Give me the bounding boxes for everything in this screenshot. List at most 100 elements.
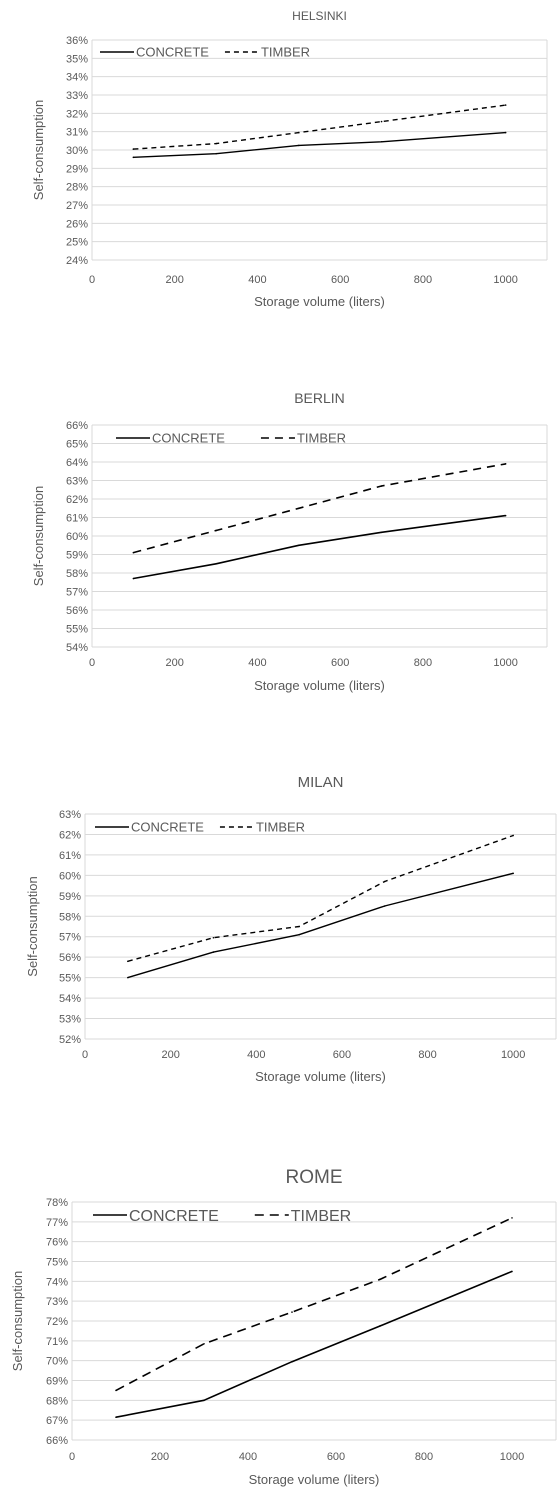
x-tick-label: 1000 bbox=[501, 1049, 525, 1061]
y-tick-label: 61% bbox=[59, 850, 81, 862]
y-tick-label: 62% bbox=[59, 829, 81, 841]
y-tick-label: 69% bbox=[46, 1376, 68, 1388]
data-point-timber bbox=[379, 1278, 381, 1281]
x-tick-label: 600 bbox=[331, 274, 349, 286]
x-tick-label: 0 bbox=[89, 657, 95, 669]
y-tick-label: 71% bbox=[46, 1336, 68, 1348]
x-tick-label: 0 bbox=[82, 1049, 88, 1061]
x-tick-label: 600 bbox=[333, 1049, 351, 1061]
y-tick-label: 64% bbox=[66, 457, 88, 469]
x-tick-label: 0 bbox=[89, 274, 95, 286]
data-point-timber bbox=[291, 1311, 293, 1313]
data-point-timber bbox=[132, 148, 135, 150]
x-tick-label: 800 bbox=[418, 1049, 436, 1061]
series-line-timber bbox=[115, 1217, 513, 1392]
y-tick-label: 72% bbox=[46, 1316, 68, 1328]
y-axis-label: Self-consumption bbox=[25, 876, 40, 976]
y-tick-label: 66% bbox=[46, 1435, 68, 1447]
y-tick-label: 36% bbox=[66, 35, 88, 47]
data-point-concrete bbox=[127, 976, 129, 979]
y-tick-label: 57% bbox=[66, 587, 88, 599]
data-point-concrete bbox=[291, 1360, 293, 1363]
chart-helsinki: HELSINKI 24% 25% 26% 27% 28% 29% 30% 31% 32% 33% 34… bbox=[31, 9, 548, 309]
y-tick-label: 61% bbox=[66, 513, 88, 525]
data-point-concrete bbox=[379, 1325, 381, 1327]
series-line-concrete bbox=[115, 1270, 513, 1418]
data-point-timber bbox=[298, 507, 300, 510]
y-axis-label: Self-consumption bbox=[31, 486, 46, 586]
x-tick-label: 600 bbox=[327, 1451, 345, 1463]
data-point-timber bbox=[380, 485, 383, 487]
x-tick-label: 800 bbox=[414, 657, 432, 669]
y-tick-label: 67% bbox=[46, 1415, 68, 1427]
legend-label-timber: TIMBER bbox=[291, 1208, 351, 1225]
data-point-concrete bbox=[132, 156, 135, 159]
y-tick-label: 55% bbox=[66, 624, 88, 636]
x-axis-label: Storage volume (liters) bbox=[249, 1472, 380, 1487]
chart-rome: ROME 66% 67% 68% 69% 70% 71% 72% 73% 74% 75% 76% 77%… bbox=[10, 1167, 557, 1487]
y-tick-label: 75% bbox=[46, 1257, 68, 1269]
x-tick-label: 400 bbox=[248, 657, 266, 669]
data-point-timber bbox=[115, 1389, 117, 1392]
y-tick-label: 54% bbox=[66, 642, 88, 654]
y-tick-label: 66% bbox=[66, 420, 88, 432]
chart-title: ROME bbox=[286, 1167, 343, 1188]
chart-title: BERLIN bbox=[294, 390, 345, 406]
x-tick-label: 400 bbox=[248, 274, 266, 286]
y-tick-label: 25% bbox=[66, 237, 88, 249]
y-tick-label: 63% bbox=[66, 476, 88, 488]
series-line-concrete bbox=[127, 872, 514, 979]
y-tick-label: 70% bbox=[46, 1356, 68, 1368]
x-tick-label: 200 bbox=[166, 274, 184, 286]
data-point-timber bbox=[383, 880, 386, 883]
x-tick-label: 400 bbox=[239, 1451, 257, 1463]
data-point-concrete bbox=[504, 131, 507, 134]
y-tick-label: 57% bbox=[59, 932, 81, 944]
legend-label-timber: TIMBER bbox=[297, 431, 346, 446]
series-line-timber bbox=[127, 834, 514, 962]
series-line-timber bbox=[133, 104, 506, 150]
data-point-concrete bbox=[298, 544, 300, 547]
chart-title: HELSINKI bbox=[292, 9, 347, 23]
y-tick-label: 28% bbox=[66, 182, 88, 194]
series-line-concrete bbox=[133, 514, 506, 580]
y-tick-label: 52% bbox=[59, 1034, 81, 1046]
x-tick-label: 200 bbox=[166, 657, 184, 669]
y-axis-label: Self-consumption bbox=[10, 1271, 25, 1371]
y-tick-label: 74% bbox=[46, 1276, 68, 1288]
x-axis-label: Storage volume (liters) bbox=[254, 678, 385, 693]
y-tick-label: 26% bbox=[66, 218, 88, 230]
y-tick-label: 76% bbox=[46, 1237, 68, 1249]
data-point-timber bbox=[203, 1343, 205, 1345]
y-tick-label: 73% bbox=[46, 1296, 68, 1308]
data-point-concrete bbox=[380, 140, 383, 143]
x-tick-label: 1000 bbox=[493, 657, 517, 669]
data-point-timber bbox=[504, 463, 507, 465]
y-tick-label: 27% bbox=[66, 200, 88, 212]
y-tick-label: 33% bbox=[66, 90, 88, 102]
legend-label-concrete: CONCRETE bbox=[152, 431, 225, 446]
legend-label-timber: TIMBER bbox=[261, 45, 310, 60]
y-tick-label: 53% bbox=[59, 1014, 81, 1026]
y-tick-label: 63% bbox=[59, 809, 81, 821]
x-tick-label: 0 bbox=[69, 1451, 75, 1463]
y-tick-label: 62% bbox=[66, 494, 88, 506]
y-tick-label: 35% bbox=[66, 53, 88, 65]
data-point-timber bbox=[504, 104, 507, 106]
x-tick-label: 200 bbox=[161, 1049, 179, 1061]
y-tick-label: 59% bbox=[66, 550, 88, 562]
data-point-concrete bbox=[383, 905, 386, 907]
y-tick-label: 58% bbox=[59, 911, 81, 923]
y-tick-label: 32% bbox=[66, 108, 88, 120]
data-point-timber bbox=[215, 529, 217, 532]
x-tick-label: 800 bbox=[415, 1451, 433, 1463]
data-point-timber bbox=[215, 142, 217, 145]
y-tick-label: 54% bbox=[59, 993, 81, 1005]
y-tick-label: 29% bbox=[66, 163, 88, 175]
y-tick-label: 24% bbox=[66, 255, 88, 267]
y-tick-label: 77% bbox=[46, 1217, 68, 1229]
chart-milan: MILAN 52% 53% 54% 55% 56% 57% 58% 59% 60% 61% 62% 63… bbox=[25, 774, 557, 1084]
data-point-timber bbox=[512, 834, 514, 837]
data-point-timber bbox=[380, 120, 383, 123]
y-tick-label: 60% bbox=[66, 531, 88, 543]
